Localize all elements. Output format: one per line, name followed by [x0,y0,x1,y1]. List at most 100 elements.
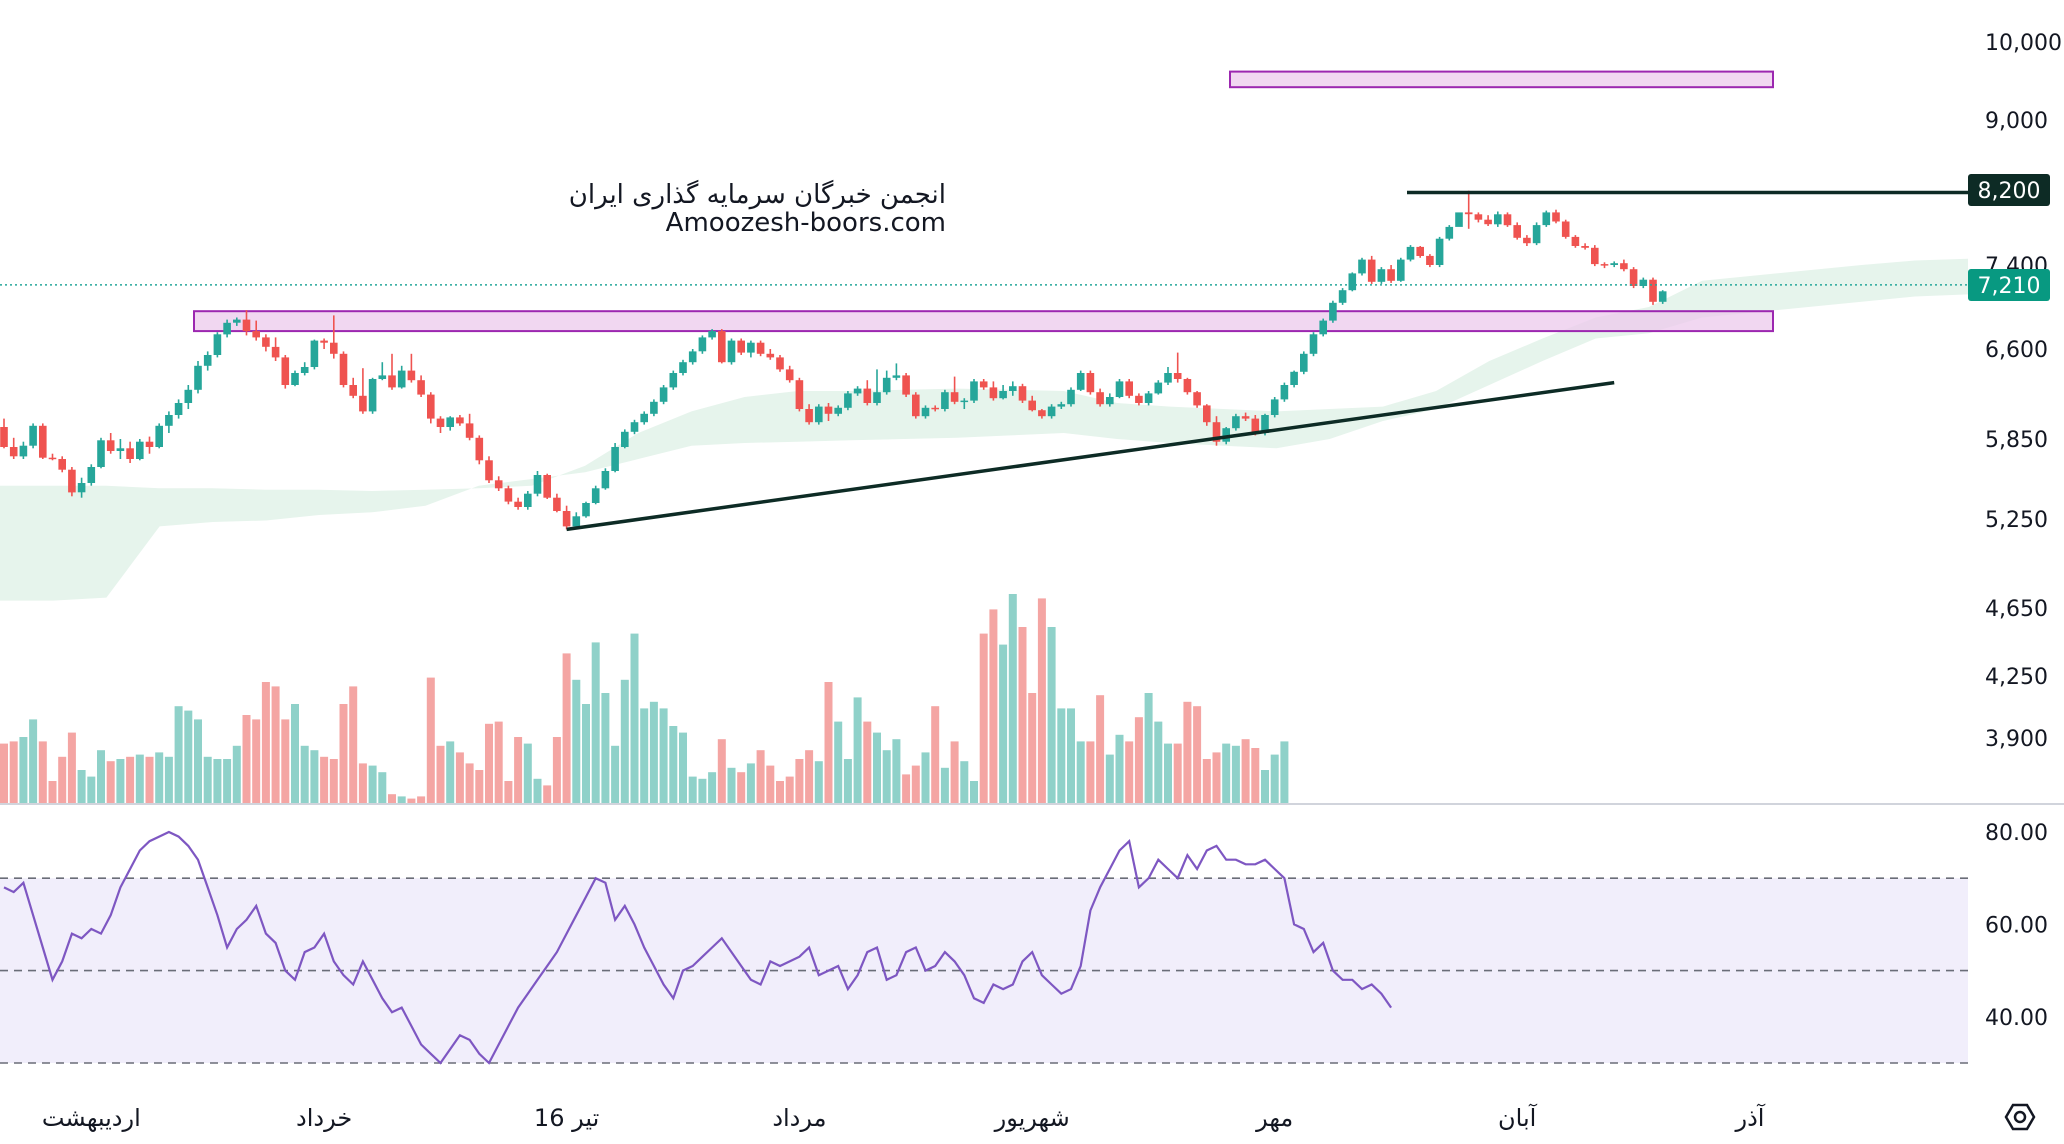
cloud-area [0,258,1968,601]
candle-body [494,480,503,489]
volume-bar [989,609,998,803]
candle-body [1377,269,1386,282]
candle-body [630,422,639,432]
candle-body [116,448,125,451]
candle-body [698,337,707,352]
price-tick-label: 5,250 [1985,508,2048,533]
candle-body [582,503,590,517]
candle-body [87,467,96,483]
candle-body [1241,416,1250,419]
volume-bar [950,741,959,803]
candle-body [1629,269,1638,286]
time-tick-label: 16 تیر [534,1104,599,1132]
candle-body [262,337,270,347]
watermark-line2: Amoozesh-boors.com [666,208,946,238]
candle-body [126,448,134,459]
volume-bar [1251,748,1260,803]
volume-bars [0,594,1289,803]
volume-bar [1270,754,1279,803]
volume-bar [126,756,135,803]
volume-bar [960,761,969,803]
time-tick-label: شهریور [994,1104,1070,1132]
candle-body [330,342,338,354]
price-axis: 10,0009,0007,4006,6005,8505,2504,6504,25… [1985,31,2062,752]
candle-body [824,406,833,414]
volume-bar [727,767,736,803]
price-tick-label: 4,250 [1985,665,2048,690]
candle-body [39,425,47,458]
volume-bar [358,763,367,803]
candle-body [349,385,357,396]
zone-box [1229,70,1774,89]
volume-bar [814,761,823,803]
volume-bar [1154,721,1163,803]
candle-body [1193,392,1201,406]
settings-icon[interactable] [2004,1103,2036,1131]
volume-bar [1134,717,1143,803]
candle-body [1222,428,1230,442]
support-trendline [566,380,1615,532]
candle-body [417,380,425,395]
candle-body [1028,400,1036,411]
volume-bar [203,756,212,803]
candle-body [1523,237,1531,244]
volume-bar [446,741,455,803]
candle-body [1106,397,1114,405]
candle-body [1338,290,1347,303]
last-price-tag: 7,210 [1978,274,2041,299]
time-axis: اردیبهشت خرداد 16 تیر مرداد شهریور مهر آبان آذر [42,1103,1766,1132]
candle-body [553,497,561,511]
volume-bar [514,737,523,803]
candle-body [640,413,648,423]
volume-bar [465,763,474,803]
time-tick-label: خرداد [296,1104,352,1132]
candle-body [1203,405,1211,423]
volume-bar [1028,693,1037,803]
volume-bar [174,706,183,803]
candle-body [950,392,959,402]
volume-bar [533,778,542,803]
candle-body [1261,415,1269,433]
zone-box [193,310,1774,333]
candle-body [446,417,454,427]
candle-body [1183,379,1192,393]
candle-body [9,447,18,457]
volume-bar [746,763,755,803]
candle-body [1309,334,1318,354]
candle-body [718,331,726,363]
candle-body [136,441,144,459]
volume-bar [523,743,532,803]
candle-body [776,357,784,370]
candle-body [1610,263,1618,265]
volume-bar [756,750,765,803]
candle-body [650,401,658,414]
volume-bar [1125,741,1134,803]
volume-bar [155,752,164,803]
volume-bar [426,677,435,803]
volume-bar [834,721,843,803]
candle-body [145,441,154,447]
volume-bar [213,759,222,803]
candle-body [1639,279,1648,286]
candle-body [747,342,755,353]
volume-bar [300,745,309,803]
volume-bar [591,642,600,803]
volume-bar [902,774,911,803]
candle-body [882,377,891,393]
candle-body [524,493,532,507]
volume-bar [1037,598,1046,803]
candle-body [591,488,600,503]
volume-bar [824,682,833,803]
resistance-tag: 8,200 [1978,179,2041,204]
candle-body [931,407,939,410]
volume-bar [1067,708,1075,803]
volume-bar [417,796,426,803]
last-price-tag-box [1968,269,2050,301]
volume-bar [785,776,794,803]
candle-body [1270,399,1279,415]
candle-body [1290,371,1298,385]
volume-bar [504,781,513,803]
volume-bar [1047,627,1056,803]
volume-bar [717,739,726,803]
candle-body [1620,263,1628,270]
